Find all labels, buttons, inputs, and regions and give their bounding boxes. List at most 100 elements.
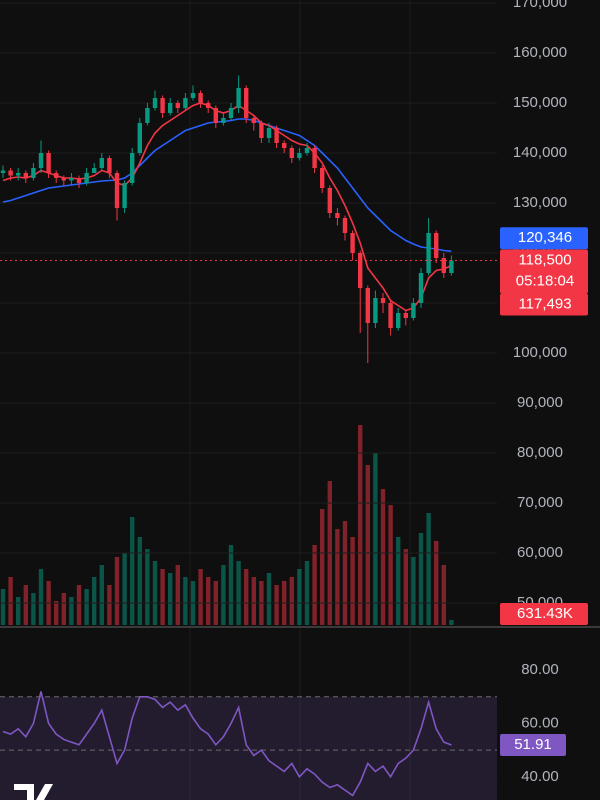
- candle-body: [213, 108, 218, 123]
- volume-bar: [304, 561, 310, 625]
- candle-body: [76, 178, 82, 183]
- volume-bar: [266, 573, 272, 625]
- candle-body: [426, 233, 431, 273]
- candle-body: [16, 173, 21, 176]
- candle-body: [411, 303, 416, 318]
- volume-bar: [84, 589, 89, 625]
- y-tick-label: 140,000: [513, 144, 567, 161]
- candle-body: [152, 98, 158, 108]
- volume-bar: [289, 577, 294, 625]
- y-tick-label: 80.00: [521, 661, 559, 678]
- y-tick-label: 90,000: [517, 394, 563, 411]
- volume-bar: [61, 593, 66, 625]
- candle-body: [282, 143, 287, 148]
- rsi-line: [2, 691, 452, 797]
- y-tick-label: 130,000: [513, 194, 567, 211]
- volume-bar: [342, 521, 348, 625]
- volume-label: 631.43K: [517, 605, 573, 622]
- volume-bar: [38, 569, 44, 625]
- candle-body: [31, 168, 36, 178]
- candle-body: [54, 173, 59, 178]
- volume-bar: [23, 585, 28, 625]
- candle-body: [335, 213, 340, 218]
- price-label: 118,500: [518, 251, 571, 268]
- volume-bar: [274, 585, 279, 625]
- volume-bar: [297, 569, 302, 625]
- candle-body: [304, 148, 310, 153]
- volume-bar: [114, 557, 120, 625]
- candle-body: [251, 118, 256, 123]
- price-label: 117,493: [518, 295, 571, 312]
- candle-body: [403, 313, 408, 318]
- candle-body: [160, 98, 165, 113]
- volume-bar: [31, 593, 36, 625]
- candle-body: [175, 103, 180, 108]
- volume-bar: [418, 533, 424, 625]
- candle-body: [23, 173, 28, 178]
- volume-bar: [130, 517, 135, 625]
- candle-body: [130, 153, 135, 183]
- rsi-label: 51.91: [514, 736, 552, 753]
- volume-bar: [168, 573, 173, 625]
- y-tick-label: 160,000: [513, 44, 567, 61]
- price-label: 120,346: [518, 229, 572, 246]
- volume-bar: [449, 619, 454, 625]
- volume-bar: [198, 569, 203, 625]
- volume-bar: [228, 545, 234, 625]
- volume-bar: [251, 577, 256, 625]
- candle-body: [396, 313, 401, 328]
- candle-body: [122, 183, 127, 208]
- volume-bar: [373, 453, 378, 625]
- candle-body: [289, 148, 294, 158]
- volume-bar: [152, 561, 158, 625]
- candle-body: [206, 103, 211, 108]
- volume-bar: [221, 565, 226, 625]
- candle-body: [441, 258, 446, 273]
- volume-bar: [335, 529, 340, 625]
- candle-body: [46, 153, 51, 173]
- volume-bar: [388, 505, 393, 625]
- y-tick-label: 150,000: [513, 94, 567, 111]
- candle-body: [168, 103, 173, 113]
- candle-body: [228, 108, 234, 118]
- candle-body: [274, 128, 279, 143]
- candle-body: [244, 88, 249, 118]
- volume-bar: [396, 537, 401, 625]
- candle-body: [365, 288, 370, 323]
- volume-bar: [411, 557, 416, 625]
- candle-body: [0, 170, 6, 173]
- axis-layer: 50,00060,00070,00080,00090,000100,000110…: [500, 0, 588, 785]
- volume-bar: [107, 585, 112, 625]
- candle-body: [312, 148, 317, 168]
- candle-body: [198, 93, 203, 103]
- candle-body: [61, 178, 66, 181]
- candle-body: [114, 173, 120, 208]
- volume-bar: [69, 597, 74, 625]
- volume-bar: [403, 549, 408, 625]
- y-tick-label: 170,000: [513, 0, 567, 11]
- candle-body: [183, 98, 188, 108]
- y-tick-label: 40.00: [521, 768, 559, 785]
- candle-body: [8, 170, 13, 176]
- y-tick-label: 80,000: [517, 444, 563, 461]
- volume-bar: [76, 585, 82, 625]
- volume-bar: [236, 561, 241, 625]
- candle-body: [236, 88, 241, 108]
- candle-body: [434, 233, 439, 258]
- rsi-label-box: [500, 734, 566, 757]
- volume-bar: [183, 577, 188, 625]
- candle-body: [449, 260, 454, 273]
- price-layer: [0, 2, 497, 604]
- logo: [14, 784, 53, 800]
- volume-bar: [54, 601, 59, 625]
- y-tick-label: 100,000: [513, 344, 567, 361]
- volume-bar: [320, 509, 325, 625]
- candle-body: [297, 153, 302, 158]
- volume-bar: [206, 577, 211, 625]
- candle-body: [418, 273, 424, 303]
- volume-bar: [350, 537, 355, 625]
- candle-body: [327, 188, 332, 213]
- candle-body: [145, 108, 150, 123]
- y-tick-label: 70,000: [517, 494, 563, 511]
